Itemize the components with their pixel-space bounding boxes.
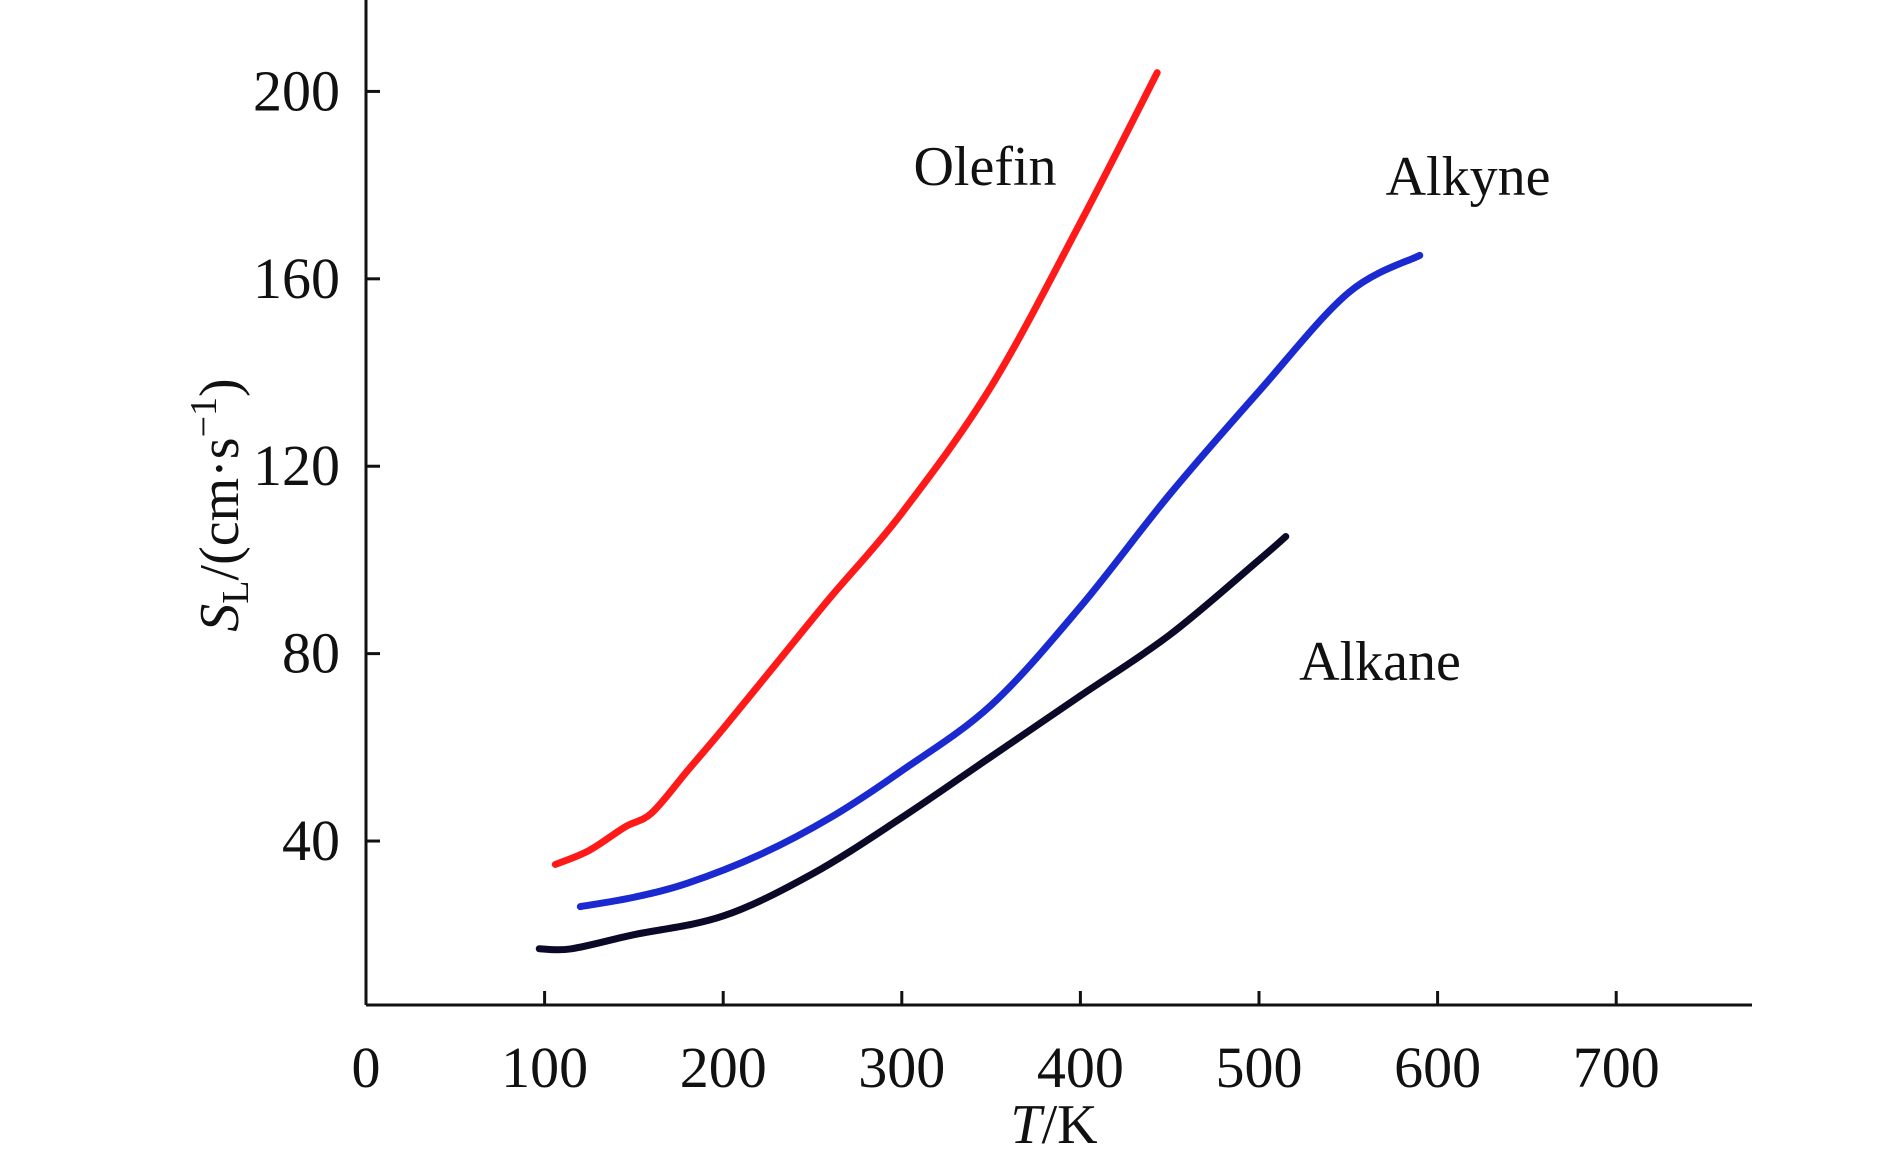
y-axis-title-close: ) bbox=[189, 378, 251, 397]
y-axis-title: SL/(cm·s−1) bbox=[183, 378, 257, 631]
y-ticks: 40 80 120 160 200 bbox=[253, 58, 380, 873]
x-axis-title: T/K bbox=[1010, 1094, 1097, 1156]
y-axis-title-symbol: S bbox=[189, 604, 251, 632]
x-tick-label-600: 600 bbox=[1394, 1035, 1481, 1100]
y-tick-label-120: 120 bbox=[253, 433, 340, 498]
series-label-alkyne: Alkyne bbox=[1386, 146, 1551, 208]
x-tick-label-200: 200 bbox=[680, 1035, 767, 1100]
series-label-alkane: Alkane bbox=[1299, 631, 1461, 693]
x-ticks: 0 100 200 300 400 500 600 700 bbox=[352, 991, 1660, 1100]
y-axis-title-superscript: −1 bbox=[183, 397, 225, 437]
x-tick-label-300: 300 bbox=[858, 1035, 945, 1100]
series-labels: Olefin Alkyne Alkane bbox=[913, 136, 1550, 693]
x-tick-label-700: 700 bbox=[1573, 1035, 1660, 1100]
y-tick-label-160: 160 bbox=[253, 246, 340, 311]
x-tick-label-100: 100 bbox=[501, 1035, 588, 1100]
y-tick-label-200: 200 bbox=[253, 58, 340, 123]
x-tick-label-500: 500 bbox=[1216, 1035, 1303, 1100]
series-line-alkyne bbox=[576, 251, 1424, 911]
series-line-olefin bbox=[551, 69, 1161, 868]
y-tick-label-40: 40 bbox=[282, 808, 340, 873]
series-label-olefin: Olefin bbox=[913, 136, 1056, 198]
y-tick-label-80: 80 bbox=[282, 621, 340, 686]
x-axis-title-symbol: T bbox=[1010, 1094, 1045, 1156]
x-tick-label-400: 400 bbox=[1037, 1035, 1124, 1100]
y-axis-title-unit: /(cm·s bbox=[189, 437, 251, 580]
x-axis-title-unit: /K bbox=[1042, 1094, 1098, 1156]
axes bbox=[364, 0, 1752, 1007]
x-tick-label-0: 0 bbox=[352, 1035, 381, 1100]
series-lines bbox=[535, 69, 1424, 954]
y-axis-title-subscript: L bbox=[215, 580, 257, 603]
series-line-alkane bbox=[535, 533, 1290, 954]
